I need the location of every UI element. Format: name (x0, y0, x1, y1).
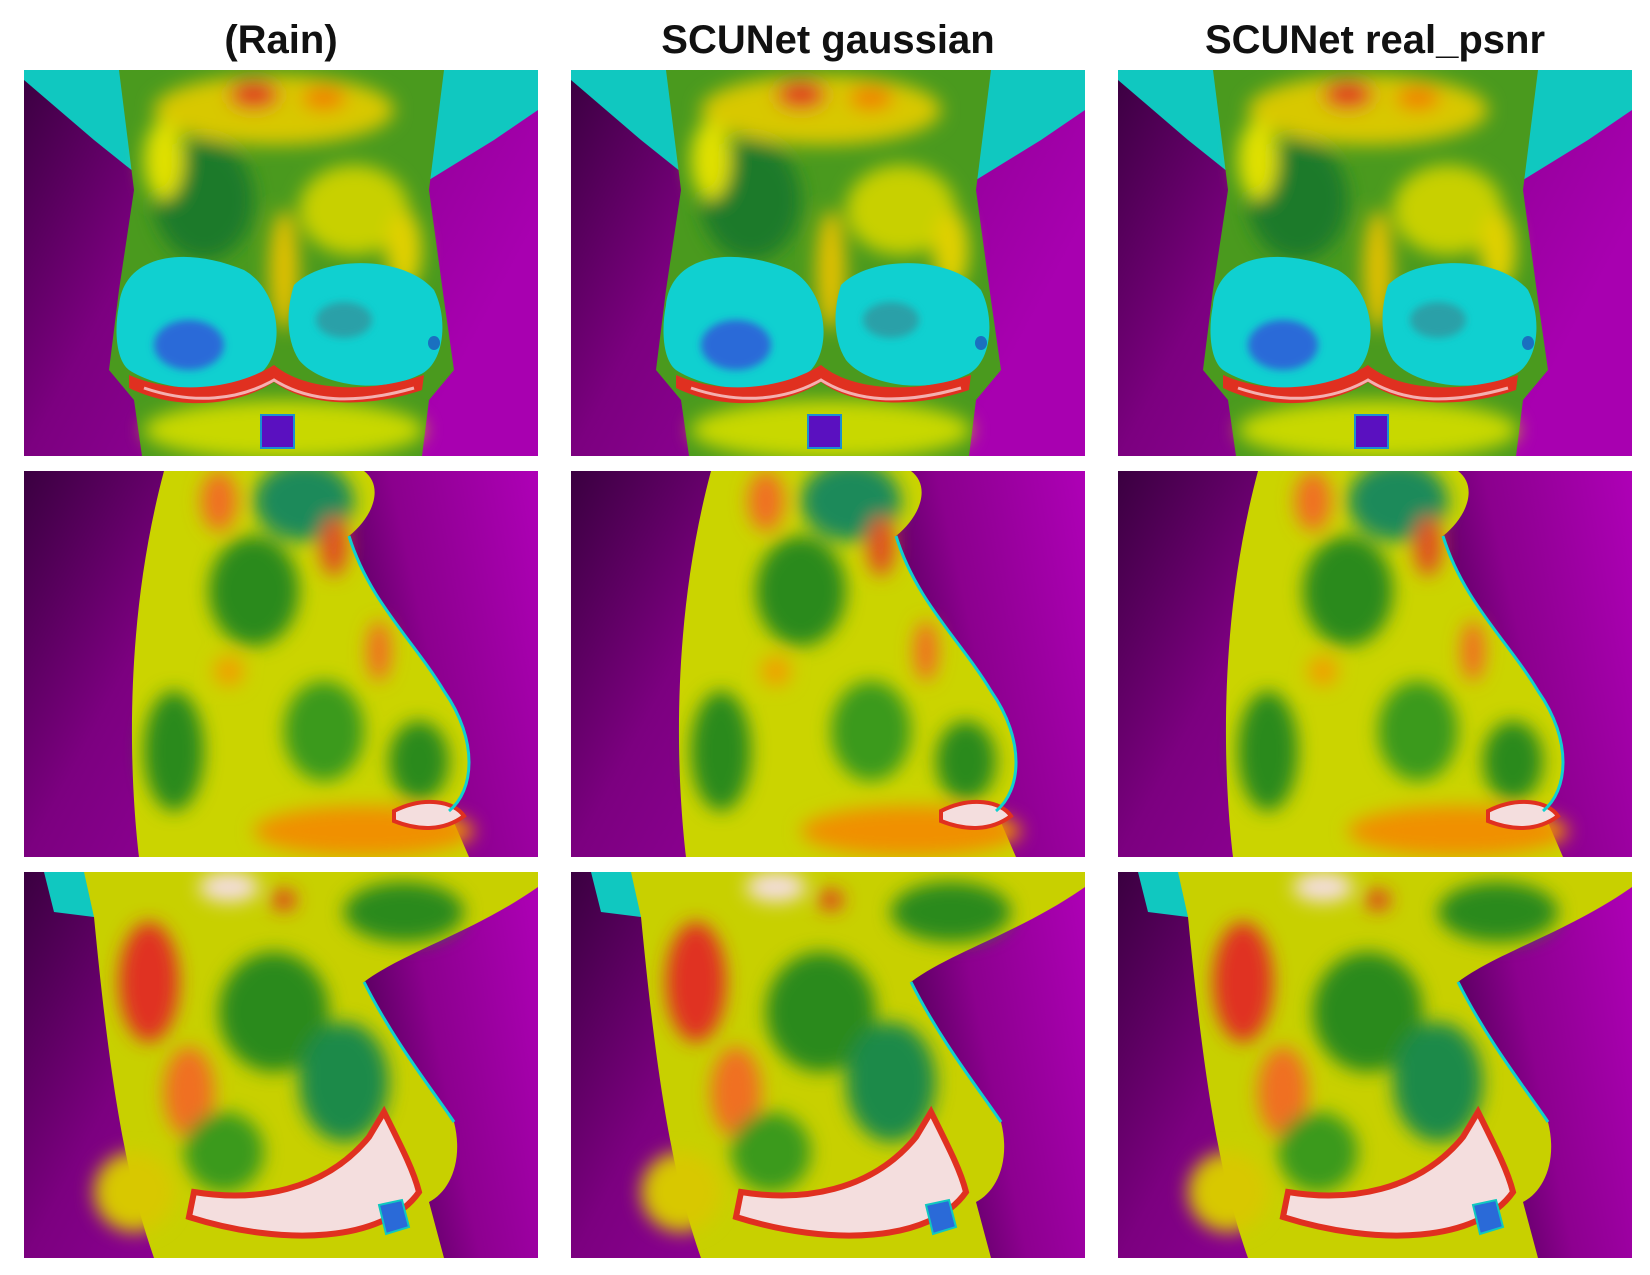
thermal-image-oblique-scunet-gaussian (571, 872, 1085, 1258)
column-title-scunet-gaussian: SCUNet gaussian (661, 18, 995, 62)
thermal-image-lateral-rain (24, 471, 538, 857)
thermal-image-lateral-scunet-gaussian (571, 471, 1085, 857)
thermal-image-frontal-rain (24, 70, 538, 456)
thermal-image-lateral-scunet-real-psnr (1118, 471, 1632, 857)
thermal-image-frontal-scunet-real-psnr (1118, 70, 1632, 456)
column-title-rain: (Rain) (224, 18, 338, 62)
column-title-scunet-real-psnr: SCUNet real_psnr (1204, 18, 1546, 62)
thermal-image-oblique-rain (24, 872, 538, 1258)
thermal-image-frontal-scunet-gaussian (571, 70, 1085, 456)
thermal-image-oblique-scunet-real-psnr (1118, 872, 1632, 1258)
